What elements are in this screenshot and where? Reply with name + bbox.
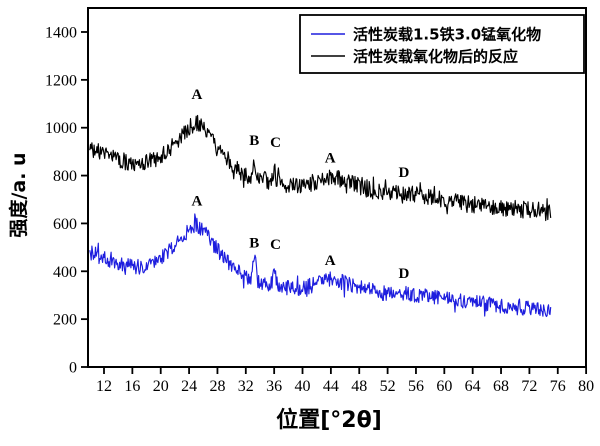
y-tick-label: 1400 xyxy=(45,24,77,41)
plot-border xyxy=(87,7,587,368)
peak-label-a: A xyxy=(325,253,336,269)
y-tick-label: 400 xyxy=(53,264,77,281)
x-tick-label: 20 xyxy=(153,378,169,395)
x-axis-ticks: 12 16 20 24 28 32 36 40 44 48 52 56 60 64 68 72 76 80 xyxy=(96,367,594,395)
y-tick-label: 200 xyxy=(53,312,77,329)
x-tick-label: 80 xyxy=(578,378,594,395)
x-tick-label: 72 xyxy=(521,378,537,395)
y-axis-title: 强度/a. u xyxy=(7,152,30,237)
x-tick-label: 56 xyxy=(408,378,424,395)
peak-label-a: A xyxy=(325,151,336,167)
series-line-0 xyxy=(89,213,552,318)
y-axis-ticks: 0 200 400 600 800 1000 1200 1400 xyxy=(45,24,88,377)
x-tick-label: 16 xyxy=(124,378,140,395)
x-tick-label: 48 xyxy=(351,378,367,395)
x-tick-label: 52 xyxy=(380,378,396,395)
peak-label-c: C xyxy=(270,237,281,253)
x-tick-label: 28 xyxy=(209,378,225,395)
x-tick-label: 40 xyxy=(295,378,311,395)
axis-labels: 位置[°2θ] 强度/a. u xyxy=(7,152,382,433)
y-tick-label: 600 xyxy=(53,216,77,233)
y-tick-label: 0 xyxy=(69,360,77,377)
plot-area-border xyxy=(87,7,587,368)
legend-box xyxy=(299,14,585,74)
peak-label-b: B xyxy=(249,236,259,252)
peak-label-b: B xyxy=(249,133,259,149)
y-tick-label: 1200 xyxy=(45,72,77,89)
x-tick-label: 32 xyxy=(238,378,254,395)
data-series xyxy=(89,114,552,318)
x-tick-label: 24 xyxy=(181,378,197,395)
x-tick-label: 12 xyxy=(96,378,112,395)
legend-entry-label-1: 活性炭载氧化物后的反应 xyxy=(353,48,518,66)
series-line-1 xyxy=(89,114,552,222)
peak-label-c: C xyxy=(270,135,281,151)
y-tick-label: 800 xyxy=(53,168,77,185)
x-tick-label: 36 xyxy=(266,378,282,395)
x-tick-label: 60 xyxy=(436,378,452,395)
x-tick-label: 76 xyxy=(550,378,566,395)
peak-label-d: D xyxy=(398,165,409,181)
peak-label-a: A xyxy=(191,194,202,210)
x-tick-label: 68 xyxy=(493,378,509,395)
x-axis-title: 位置[°2θ] xyxy=(276,407,382,433)
peak-label-a: A xyxy=(191,87,202,103)
y-tick-label: 1000 xyxy=(45,120,77,137)
peak-label-d: D xyxy=(398,266,409,282)
legend-entry-label-0: 活性炭载1.5铁3.0锰氧化物 xyxy=(353,26,541,44)
x-tick-label: 64 xyxy=(465,378,481,395)
x-tick-label: 44 xyxy=(323,378,339,395)
